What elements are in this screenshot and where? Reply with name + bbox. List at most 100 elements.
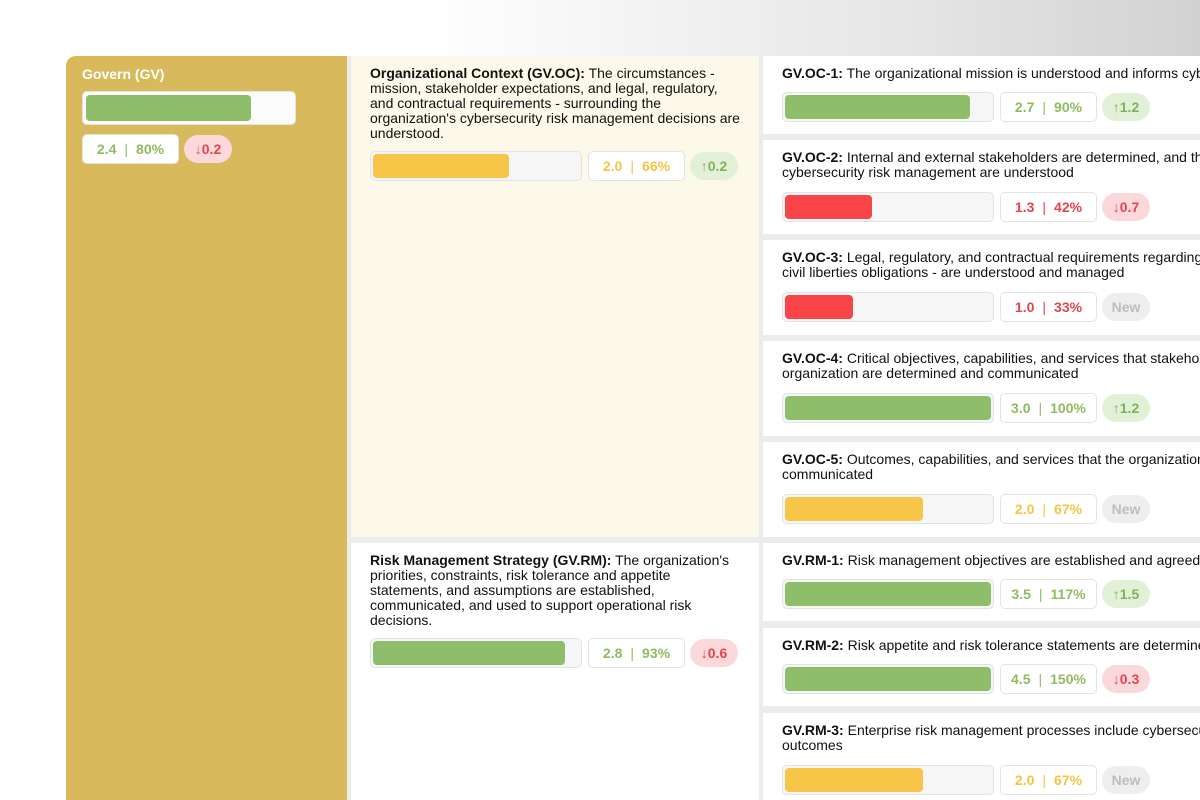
subcategory-text-line2: outcomes [782,737,843,753]
subcategory-description: GV.OC-4: Critical objectives, capabiliti… [782,351,1200,381]
subcategory-progress-fill [785,667,991,691]
category-text: The circumstances - mission, stakeholder… [370,65,740,141]
subcategory-card-gv-oc-4[interactable]: GV.OC-4: Critical objectives, capabiliti… [763,341,1200,436]
subcategory-text: Enterprise risk management processes inc… [847,722,1200,738]
function-progress-fill [86,95,251,121]
subcategory-score: 4.5 | 150% [1000,664,1097,694]
subcategory-text-line2: civil liberties obligations - are unders… [782,264,1125,280]
subcategory-description: GV.OC-3: Legal, regulatory, and contract… [782,250,1200,280]
percent-value: 80% [136,141,165,157]
subcategory-progress-fill [785,582,991,606]
subcategory-text: Outcomes, capabilities, and services tha… [846,451,1200,467]
category-card-gv-rm[interactable]: Risk Management Strategy (GV.RM): The or… [351,543,759,800]
function-title: Govern (GV) [82,66,165,82]
percent-value: 42% [1054,199,1083,215]
category-column: Organizational Context (GV.OC): The circ… [351,56,759,800]
score-value: 3.5 [1011,586,1031,602]
subcategory-delta-badge: New [1102,293,1150,321]
percent-value: 117% [1050,586,1086,602]
subcategory-progress-fill [785,768,924,792]
subcategory-description: GV.RM-1: Risk management objectives are … [782,553,1200,568]
subcategory-card-gv-oc-3[interactable]: GV.OC-3: Legal, regulatory, and contract… [763,240,1200,335]
percent-value: 93% [642,645,671,661]
subcategory-progress-fill [785,295,853,319]
subcategory-score: 2.0 | 67% [1000,494,1097,524]
subcategory-progress-fill [785,497,924,521]
category-progress-bar [370,638,582,668]
subcategory-code: GV.RM-2: [782,637,844,653]
subcategory-delta-badge: New [1102,495,1150,523]
subcategory-text: The organizational mission is understood… [846,65,1200,81]
subcategory-progress-bar [782,664,994,694]
subcategory-delta-badge: ↑1.2 [1102,93,1150,121]
score-separator: | [1042,501,1047,517]
subcategory-code: GV.RM-3: [782,722,844,738]
score-separator: | [1038,586,1043,602]
score-separator: | [1038,671,1043,687]
score-value: 1.3 [1014,199,1035,215]
subcategory-description: GV.OC-2: Internal and external stakehold… [782,150,1200,180]
subcategory-delta-badge: ↓0.7 [1102,193,1150,221]
subcategory-progress-fill [785,396,991,420]
category-score: 2.8 | 93% [588,638,685,668]
subcategory-metrics: 1.0 | 33% New [782,292,1150,322]
subcategory-code: GV.OC-3: [782,249,843,265]
subcategory-card-gv-rm-1[interactable]: GV.RM-1: Risk management objectives are … [763,543,1200,621]
subcategory-progress-bar [782,494,994,524]
subcategory-text: Risk management objectives are establish… [847,552,1200,568]
subcategory-text: Legal, regulatory, and contractual requi… [846,249,1200,265]
subcategory-card-gv-rm-2[interactable]: GV.RM-2: Risk appetite and risk toleranc… [763,628,1200,706]
category-progress-fill [373,154,509,178]
subcategory-progress-bar [782,765,994,795]
category-description: Risk Management Strategy (GV.RM): The or… [370,553,740,628]
subcategory-description: GV.RM-3: Enterprise risk management proc… [782,723,1200,753]
subcategory-delta-badge: ↓0.3 [1102,665,1150,693]
percent-value: 100% [1050,400,1086,416]
function-delta-badge: ↓0.2 [184,135,232,163]
percent-value: 33% [1054,299,1083,315]
subcategory-text: Critical objectives, capabilities, and s… [846,350,1200,366]
subcategory-card-gv-oc-5[interactable]: GV.OC-5: Outcomes, capabilities, and ser… [763,442,1200,537]
maturity-board: Govern (GV) 2.4 | 80% ↓0.2 Organizationa… [66,56,1200,800]
subcategory-description: GV.OC-1: The organizational mission is u… [782,66,1200,81]
subcategory-metrics: 4.5 | 150% ↓0.3 [782,664,1150,694]
subcategory-text: Risk appetite and risk tolerance stateme… [847,637,1200,653]
subcategory-progress-fill [785,195,872,219]
score-value: 1.0 [1014,299,1035,315]
percent-value: 90% [1054,99,1083,115]
subcategory-code: GV.OC-4: [782,350,843,366]
function-score: 2.4 | 80% [82,134,179,164]
subcategory-card-gv-oc-2[interactable]: GV.OC-2: Internal and external stakehold… [763,140,1200,234]
function-progress-bar [82,91,296,125]
category-metrics: 2.8 | 93% ↓0.6 [370,638,738,668]
category-delta-badge: ↑0.2 [690,152,738,180]
subcategory-score: 1.0 | 33% [1000,292,1097,322]
category-metrics: 2.0 | 66% ↑0.2 [370,151,738,181]
subcategory-card-gv-oc-1[interactable]: GV.OC-1: The organizational mission is u… [763,56,1200,134]
subcategory-progress-bar [782,192,994,222]
subcategory-text-line2: communicated [782,466,874,482]
category-code: Risk Management Strategy (GV.RM): [370,552,612,568]
subcategory-card-gv-rm-3[interactable]: GV.RM-3: Enterprise risk management proc… [763,713,1200,800]
score-separator: | [630,645,635,661]
subcategory-score: 1.3 | 42% [1000,192,1097,222]
subcategory-code: GV.RM-1: [782,552,844,568]
subcategory-progress-bar [782,92,994,122]
score-separator: | [630,158,635,174]
subcategory-delta-badge: ↑1.5 [1102,580,1150,608]
subcategory-metrics: 2.0 | 67% New [782,494,1150,524]
category-progress-fill [373,641,565,665]
subcategory-progress-bar [782,393,994,423]
subcategory-progress-bar [782,579,994,609]
percent-value: 67% [1054,772,1083,788]
subcategory-metrics: 3.5 | 117% ↑1.5 [782,579,1150,609]
subcategory-column: GV.OC-1: The organizational mission is u… [763,56,1200,800]
subcategory-metrics: 2.7 | 90% ↑1.2 [782,92,1150,122]
category-description: Organizational Context (GV.OC): The circ… [370,66,740,141]
score-value: 4.5 [1011,671,1031,687]
subcategory-delta-badge: New [1102,766,1150,794]
score-separator: | [1038,400,1043,416]
percent-value: 66% [642,158,671,174]
category-card-gv-oc[interactable]: Organizational Context (GV.OC): The circ… [351,56,759,537]
score-separator: | [1042,99,1047,115]
